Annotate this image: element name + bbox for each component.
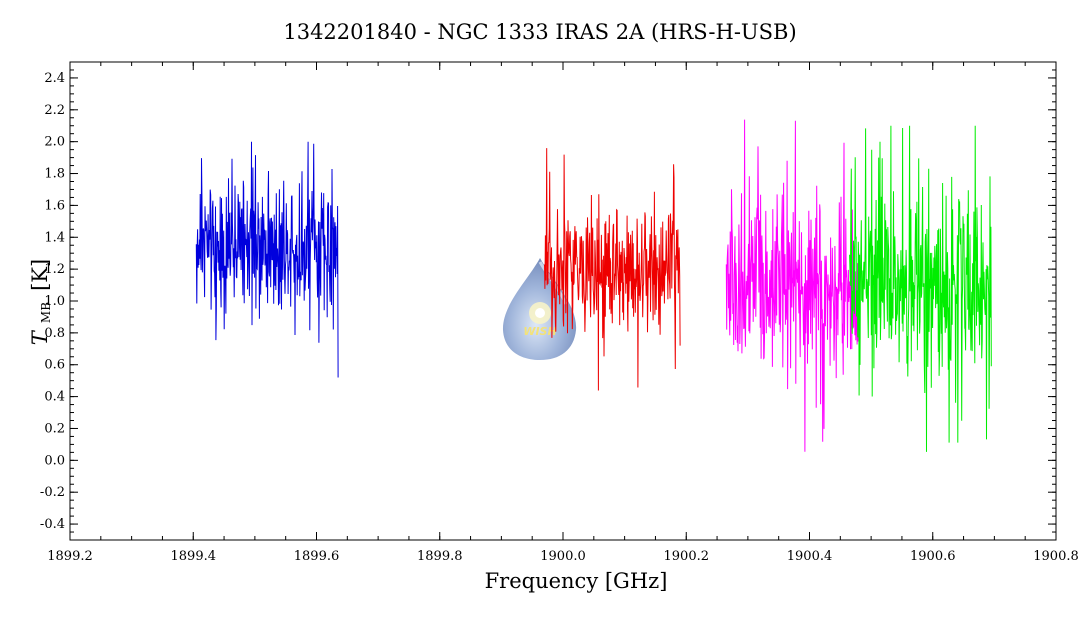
y-tick-label: -0.2 bbox=[40, 485, 65, 500]
logo-text: WISH bbox=[523, 325, 556, 338]
series-layer bbox=[195, 119, 992, 452]
y-tick-label: 1.2 bbox=[44, 262, 65, 277]
y-axis-label: T MB [K] bbox=[28, 259, 54, 345]
x-tick-label: 1900.2 bbox=[664, 549, 710, 564]
y-tick-label: -0.4 bbox=[40, 517, 65, 532]
x-tick-label: 1900.8 bbox=[1033, 549, 1079, 564]
y-tick-label: 1.4 bbox=[44, 230, 65, 245]
spectrum-series-2 bbox=[544, 148, 681, 391]
x-tick-label: 1899.6 bbox=[294, 549, 340, 564]
y-tick-label: 0.0 bbox=[44, 453, 65, 468]
y-tick-label: 2.4 bbox=[44, 71, 65, 86]
x-tick-label: 1900.6 bbox=[910, 549, 956, 564]
y-tick-label: 2.2 bbox=[44, 103, 65, 118]
x-tick-label: 1899.2 bbox=[47, 549, 93, 564]
wish-logo: WISH bbox=[502, 258, 577, 360]
y-tick-label: 0.4 bbox=[44, 390, 65, 405]
y-tick-label: 0.6 bbox=[44, 358, 65, 373]
y-tick-label: 0.8 bbox=[44, 326, 65, 341]
y-tick-label: 1.0 bbox=[44, 294, 65, 309]
spectrum-series-4 bbox=[849, 125, 992, 452]
y-tick-label: 2.0 bbox=[44, 135, 65, 150]
x-axis: 1899.2 1899.4 1899.6 1899.8 1900.0 1900.2 1900… bbox=[47, 62, 1079, 564]
x-tick-label: 1899.4 bbox=[171, 549, 217, 564]
spectrum-series-3 bbox=[725, 119, 860, 452]
x-tick-label: 1900.4 bbox=[787, 549, 833, 564]
x-tick-label: 1900.0 bbox=[540, 549, 586, 564]
y-tick-label: 0.2 bbox=[44, 421, 65, 436]
y-tick-label: 1.8 bbox=[44, 167, 65, 182]
x-axis-label: Frequency [GHz] bbox=[485, 569, 668, 593]
x-tick-label: 1899.8 bbox=[417, 549, 463, 564]
spectrum-series-1 bbox=[195, 141, 339, 378]
y-axis: -0.4 -0.2 0.0 0.2 0.4 0.6 0.8 1.0 1.2 1.4 1.6 1.8 2.… bbox=[40, 61, 1056, 541]
y-tick-label: 1.6 bbox=[44, 198, 65, 213]
svg-text:T MB [K]: T MB [K] bbox=[28, 259, 54, 345]
chart-title: 1342201840 - NGC 1333 IRAS 2A (HRS-H-USB… bbox=[283, 20, 796, 44]
